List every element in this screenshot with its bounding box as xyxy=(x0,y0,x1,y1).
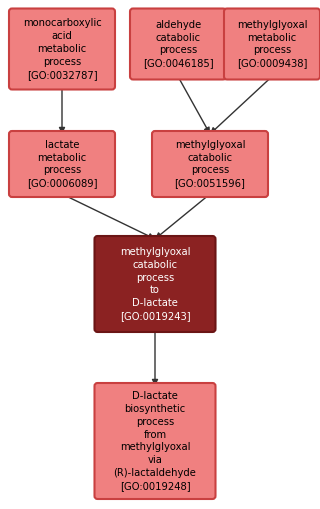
Text: methylglyoxal
catabolic
process
to
D-lactate
[GO:0019243]: methylglyoxal catabolic process to D-lac… xyxy=(120,247,190,321)
Text: aldehyde
catabolic
process
[GO:0046185]: aldehyde catabolic process [GO:0046185] xyxy=(143,20,213,68)
FancyBboxPatch shape xyxy=(224,9,320,79)
FancyBboxPatch shape xyxy=(9,9,115,90)
FancyBboxPatch shape xyxy=(9,131,115,197)
FancyBboxPatch shape xyxy=(94,236,215,332)
Text: D-lactate
biosynthetic
process
from
methylglyoxal
via
(R)-lactaldehyde
[GO:00192: D-lactate biosynthetic process from meth… xyxy=(114,391,196,491)
FancyBboxPatch shape xyxy=(94,383,215,499)
Text: monocarboxylic
acid
metabolic
process
[GO:0032787]: monocarboxylic acid metabolic process [G… xyxy=(23,18,101,79)
Text: methylglyoxal
catabolic
process
[GO:0051596]: methylglyoxal catabolic process [GO:0051… xyxy=(175,140,245,188)
FancyBboxPatch shape xyxy=(130,9,226,79)
Text: methylglyoxal
metabolic
process
[GO:0009438]: methylglyoxal metabolic process [GO:0009… xyxy=(237,20,307,68)
Text: lactate
metabolic
process
[GO:0006089]: lactate metabolic process [GO:0006089] xyxy=(27,140,97,188)
FancyBboxPatch shape xyxy=(152,131,268,197)
